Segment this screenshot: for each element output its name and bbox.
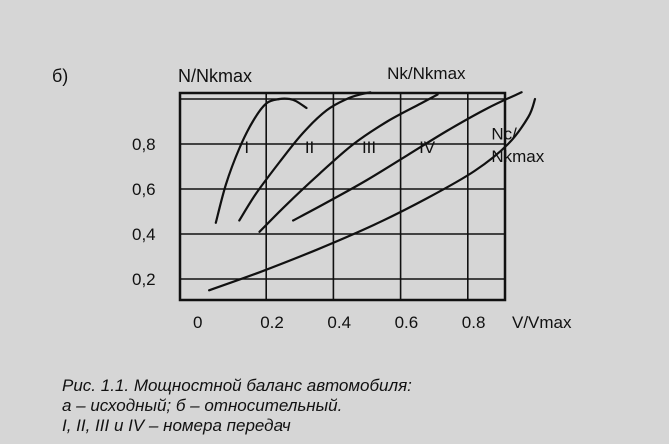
tick-labels: 0 0.2 0.4 0.6 0.8 0,2 0,4 0,6 0,8 bbox=[132, 135, 485, 332]
curves bbox=[208, 91, 537, 292]
y-tick-label: 0,6 bbox=[132, 180, 156, 199]
annotation-label: IV bbox=[419, 138, 436, 157]
annotation-label: III bbox=[362, 138, 376, 157]
y-tick-label: 0,2 bbox=[132, 270, 156, 289]
x-tick-label: 0.2 bbox=[260, 313, 284, 332]
grid bbox=[180, 93, 505, 300]
annotation-label: Nkmax bbox=[491, 147, 544, 166]
annotation-label: Nc/ bbox=[491, 125, 517, 144]
plot-frame bbox=[178, 91, 507, 302]
annotation-label: II bbox=[305, 138, 314, 157]
curve-iv bbox=[292, 91, 523, 222]
x-tick-label: 0.6 bbox=[395, 313, 419, 332]
curve-nc-nkmax bbox=[208, 97, 537, 292]
curve-iii bbox=[258, 93, 439, 233]
caption-line-1: Рис. 1.1. Мощностной баланс автомобиля: bbox=[62, 376, 412, 395]
y-tick-label: 0,4 bbox=[132, 225, 156, 244]
annotation-label: I bbox=[244, 138, 249, 157]
figure-caption: Рис. 1.1. Мощностной баланс автомобиля: … bbox=[62, 376, 412, 436]
caption-line-3: I, II, III и IV – номера передач bbox=[62, 416, 291, 435]
caption-line-2: а – исходный; б – относительный. bbox=[62, 396, 343, 415]
annotation-label: Nk/Nkmax bbox=[387, 64, 466, 83]
panel-label: б) bbox=[52, 66, 68, 86]
y-tick-label: 0,8 bbox=[132, 135, 156, 154]
curve-ii bbox=[238, 91, 372, 222]
y-axis-label: N/Nkmax bbox=[178, 66, 252, 86]
curve-i bbox=[214, 97, 308, 224]
x-tick-label: 0.8 bbox=[462, 313, 486, 332]
x-tick-label: 0.4 bbox=[327, 313, 351, 332]
x-tick-label: 0 bbox=[193, 313, 202, 332]
x-axis-label: V/Vmax bbox=[512, 313, 572, 332]
